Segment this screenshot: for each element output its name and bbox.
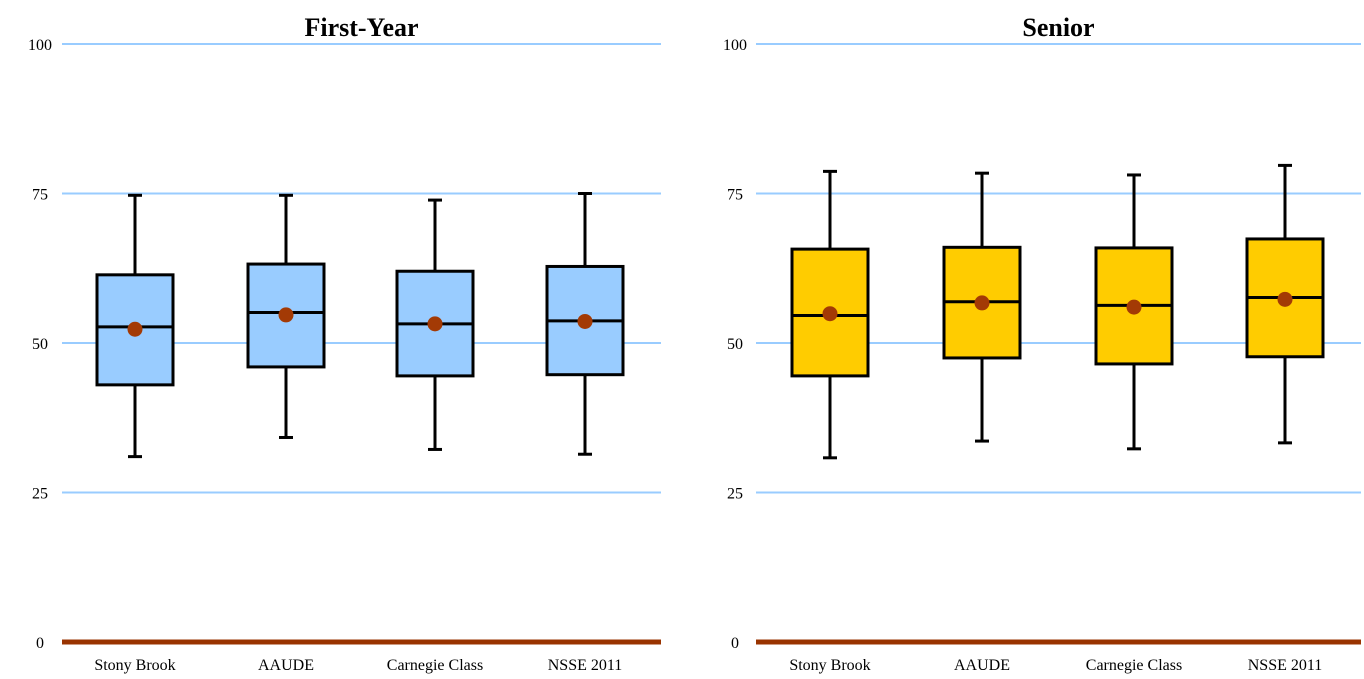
category-label: Stony Brook <box>94 657 175 674</box>
box-2: AAUDE <box>942 171 1022 674</box>
box-4: NSSE 2011 <box>1245 163 1325 674</box>
y-tick-label: 100 <box>723 37 747 54</box>
box-4: NSSE 2011 <box>545 192 625 674</box>
mean-marker <box>1126 299 1142 315</box>
chart-panel-1: 0 25 50 75 100 First-Year Stony Brook AAUDE Carn… <box>28 13 661 674</box>
chart-title: Senior <box>1022 13 1094 42</box>
y-tick-label: 75 <box>32 187 48 204</box>
box-1: Stony Brook <box>94 193 176 674</box>
box-3: Carnegie Class <box>1086 173 1182 674</box>
mean-marker <box>427 316 443 332</box>
mean-marker <box>278 307 294 323</box>
mean-marker <box>127 321 143 337</box>
mean-marker <box>577 313 593 329</box>
y-tick-label: 50 <box>727 336 743 353</box>
y-tick-label: 25 <box>727 486 743 503</box>
y-tick-label: 25 <box>32 486 48 503</box>
box-2: AAUDE <box>246 193 326 674</box>
category-label: Carnegie Class <box>387 657 483 674</box>
category-label: NSSE 2011 <box>548 657 623 674</box>
category-label: AAUDE <box>258 657 314 674</box>
category-label: Stony Brook <box>789 657 870 674</box>
category-label: Carnegie Class <box>1086 657 1182 674</box>
y-tick-label: 75 <box>727 187 743 204</box>
category-label: NSSE 2011 <box>1248 657 1323 674</box>
box-1: Stony Brook <box>789 169 871 674</box>
box-3: Carnegie Class <box>387 198 483 674</box>
y-tick-label: 100 <box>28 37 52 54</box>
chart-title: First-Year <box>304 13 418 42</box>
y-tick-label: 50 <box>32 336 48 353</box>
y-tick-label: 0 <box>731 635 739 652</box>
mean-marker <box>822 306 838 322</box>
mean-marker <box>1277 291 1293 307</box>
chart-panel-2: 0 25 50 75 100 Senior Stony Brook AAUDE Carnegie… <box>723 13 1361 674</box>
category-label: AAUDE <box>954 657 1010 674</box>
iqr-box <box>95 273 175 387</box>
mean-marker <box>974 295 990 311</box>
y-tick-label: 0 <box>36 635 44 652</box>
